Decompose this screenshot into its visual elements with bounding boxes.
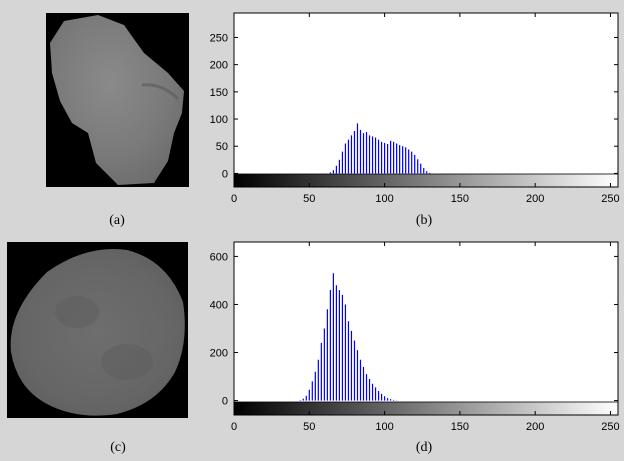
histogram-bar-d xyxy=(347,321,350,401)
histogram-bar-d xyxy=(311,381,313,401)
histogram-bar-d xyxy=(344,304,347,401)
histogram-bar-b xyxy=(365,132,368,174)
histogram-bar-b xyxy=(344,143,347,174)
histogram-bar-b xyxy=(377,139,380,174)
axes-frame-d xyxy=(233,241,619,416)
x-tick-label-d: 150 xyxy=(451,421,469,433)
histogram-bar-b xyxy=(359,129,362,174)
histogram-bar-d xyxy=(368,378,371,401)
axes-frame-b xyxy=(233,12,619,188)
histogram-bar-d xyxy=(380,393,383,401)
histogram-bar-b xyxy=(423,167,425,174)
histogram-bar-b xyxy=(383,142,386,174)
histogram-bar-b xyxy=(411,151,413,174)
histogram-bar-b xyxy=(417,159,419,174)
histogram-bar-b xyxy=(338,159,341,174)
histogram-bar-b xyxy=(353,130,356,174)
histogram-bar-b xyxy=(362,133,365,174)
histogram-bar-d xyxy=(353,340,356,401)
x-tick-label-b: 150 xyxy=(451,193,469,205)
grayscale-colorbar-d xyxy=(233,401,619,416)
x-tick-label-b: 200 xyxy=(526,193,544,205)
histogram-bar-b xyxy=(399,145,401,174)
histogram-bar-b xyxy=(329,172,331,174)
histogram-bar-b xyxy=(371,136,374,174)
y-tick-label-d: 0 xyxy=(222,396,228,408)
plot-area-d xyxy=(234,242,618,415)
histogram-bar-b xyxy=(396,143,398,174)
y-tick-label-d: 200 xyxy=(210,348,228,360)
histogram-bar-d xyxy=(314,371,316,401)
histogram-bar-b xyxy=(387,144,389,174)
histogram-bar-d xyxy=(302,398,304,401)
y-tick-label-b: 250 xyxy=(210,32,228,44)
y-tick-label-b: 150 xyxy=(210,87,228,99)
histogram-bar-b xyxy=(429,172,431,174)
caption-d: (d) xyxy=(415,440,433,455)
y-tick-label-b: 0 xyxy=(222,168,228,180)
y-tick-label-b: 50 xyxy=(216,141,228,153)
histogram-bar-b xyxy=(380,141,383,174)
y-tick-label-d: 400 xyxy=(210,299,228,311)
histogram-bar-d xyxy=(329,290,331,401)
histogram-bar-d xyxy=(390,399,392,401)
x-tick-label-b: 50 xyxy=(303,193,315,205)
histogram-bar-b xyxy=(332,170,334,174)
histogram-bar-b xyxy=(368,135,371,174)
histogram-bar-d xyxy=(365,374,368,401)
histogram-bar-d xyxy=(341,294,344,401)
histogram-bar-b xyxy=(356,123,359,174)
histogram-bar-b xyxy=(414,154,416,174)
caption-b: (b) xyxy=(415,213,433,228)
histogram-bar-d xyxy=(371,383,374,401)
histogram-bar-d xyxy=(308,389,310,401)
histogram-bar-d xyxy=(374,387,377,401)
x-tick-label-d: 100 xyxy=(375,421,393,433)
histogram-bar-d xyxy=(377,390,380,401)
histogram-bar-d xyxy=(320,342,322,401)
histogram-bar-d xyxy=(323,328,325,401)
histogram-bar-b xyxy=(347,139,350,174)
histogram-bar-d xyxy=(338,290,341,401)
x-tick-label-d: 250 xyxy=(601,421,619,433)
nucleus-image-c xyxy=(7,242,188,418)
grayscale-colorbar-b xyxy=(233,173,619,188)
histogram-bar-d xyxy=(356,350,359,401)
histogram-bar-d xyxy=(326,309,328,401)
histogram-bar-d xyxy=(359,359,362,401)
histogram-bar-b xyxy=(341,151,344,174)
histogram-bar-b xyxy=(393,141,395,174)
histogram-bar-b xyxy=(408,149,410,174)
histogram-bar-d xyxy=(362,366,365,401)
x-tick-label-d: 200 xyxy=(526,421,544,433)
histogram-bar-b xyxy=(405,147,407,174)
histogram-bar-b xyxy=(350,135,353,174)
nucleus-image-a xyxy=(46,13,189,187)
histogram-bar-b xyxy=(374,137,377,174)
x-tick-label-b: 0 xyxy=(231,193,237,205)
caption-a: (a) xyxy=(109,213,125,228)
caption-c: (c) xyxy=(110,440,126,455)
histogram-bar-d xyxy=(332,273,334,401)
x-tick-label-b: 250 xyxy=(601,193,619,205)
x-tick-label-b: 100 xyxy=(375,193,393,205)
y-tick-label-d: 600 xyxy=(210,251,228,263)
histogram-bar-d xyxy=(387,398,389,401)
x-tick-label-d: 0 xyxy=(231,421,237,433)
histogram-bar-d xyxy=(350,330,353,401)
histogram-bar-d xyxy=(335,285,337,401)
histogram-bar-b xyxy=(402,146,404,174)
plot-area-b xyxy=(234,13,618,187)
y-tick-label-b: 100 xyxy=(210,114,228,126)
y-tick-label-b: 200 xyxy=(210,60,228,72)
histogram-bar-d xyxy=(305,395,307,401)
x-tick-label-d: 50 xyxy=(303,421,315,433)
histogram-bar-b xyxy=(335,165,337,174)
histogram-bar-d xyxy=(383,396,386,401)
histogram-bar-b xyxy=(420,163,422,174)
histogram-bar-b xyxy=(390,140,392,174)
histogram-bar-d xyxy=(393,399,395,401)
histogram-bar-b xyxy=(426,171,428,174)
histogram-bar-d xyxy=(317,359,319,401)
